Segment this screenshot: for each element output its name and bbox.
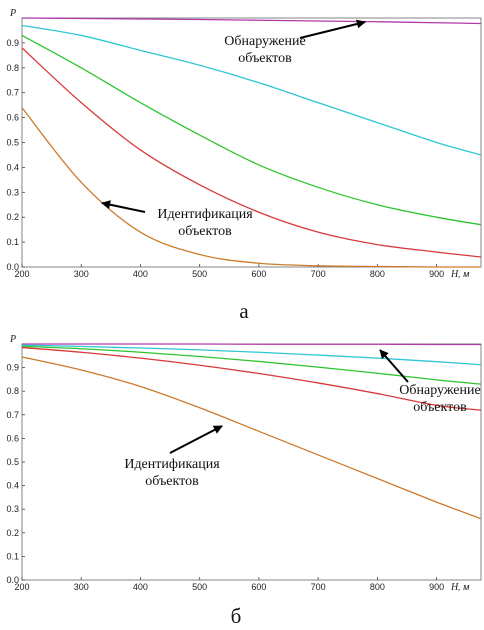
y-axis-label: P [9, 8, 16, 19]
panel-caption: а [239, 299, 249, 323]
x-tick-label: 300 [74, 269, 89, 279]
x-tick-label: 500 [192, 269, 207, 279]
annotation-arrow [169, 425, 223, 454]
chart-panel-a: 200 300 400 500 600 700 800 900 0.0 0.1 0.2 0.3 0.4 0… [6, 8, 482, 323]
series-line [21, 345, 482, 385]
annotation-arrow [379, 349, 409, 383]
x-tick-label: 400 [133, 269, 148, 279]
annotation-text: Идентификация [124, 457, 220, 472]
x-tick-label: 300 [74, 582, 89, 592]
x-axis-unit: , м [458, 269, 469, 279]
series-line [21, 34, 482, 226]
x-tick-label: 500 [192, 582, 207, 592]
x-tick-label: 800 [370, 582, 385, 592]
plot-frame [21, 343, 482, 581]
annotation-text: объектов [178, 224, 232, 239]
x-tick-label: 800 [370, 269, 385, 279]
y-tick-label: 0.5 [6, 457, 19, 467]
y-tick-label: 0.2 [6, 212, 19, 222]
y-tick-label: 0.0 [6, 575, 19, 585]
series-line [21, 47, 482, 258]
y-tick-label: 0.6 [6, 113, 19, 123]
y-tick-label: 0.7 [6, 88, 19, 98]
annotation-text: Обнаружение [399, 383, 480, 398]
y-tick-label: 0.1 [6, 237, 19, 247]
x-tick-label: 600 [251, 269, 266, 279]
series-line [21, 356, 482, 520]
y-tick-label: 0.8 [6, 386, 19, 396]
annotation-text: объектов [238, 51, 292, 66]
annotation-arrow [101, 200, 146, 213]
x-tick-label: 900 [429, 582, 444, 592]
series-line [21, 343, 482, 346]
series-line [21, 24, 482, 156]
y-tick-label: 0.9 [6, 38, 19, 48]
annotation-text: Идентификация [157, 207, 253, 222]
annotation-text: Обнаружение [224, 34, 305, 49]
x-tick-label: 700 [311, 582, 326, 592]
x-tick-label: 600 [251, 582, 266, 592]
y-tick-label: 0.7 [6, 410, 19, 420]
series-line [21, 17, 482, 25]
x-tick-label: 700 [311, 269, 326, 279]
y-tick-label: 0.3 [6, 187, 19, 197]
annotation-text: объектов [413, 400, 467, 415]
x-tick-label: 400 [133, 582, 148, 592]
y-tick-label: 0.9 [6, 363, 19, 373]
x-axis-label: H, м [450, 582, 469, 593]
series-line [21, 107, 482, 268]
x-tick-label: 900 [429, 269, 444, 279]
y-tick-label: 0.6 [6, 433, 19, 443]
x-axis-label: H, м [450, 269, 469, 280]
y-tick-label: 0.5 [6, 138, 19, 148]
chart-panel-b: 200 300 400 500 600 700 800 900 0.0 0.1 0.2 0.3 0.4 0… [6, 334, 482, 628]
annotation-text: объектов [145, 474, 199, 489]
panel-caption: б [231, 604, 242, 628]
annotation-arrow [299, 19, 366, 39]
y-axis-label: P [9, 334, 16, 345]
x-tick-label: 200 [14, 269, 29, 279]
series-line [21, 346, 482, 411]
y-tick-label: 0.0 [6, 262, 19, 272]
y-tick-label: 0.3 [6, 504, 19, 514]
y-tick-label: 0.4 [6, 162, 19, 172]
x-axis-unit: , м [458, 582, 469, 592]
y-tick-label: 0.1 [6, 551, 19, 561]
series-line [21, 344, 482, 366]
y-tick-label: 0.8 [6, 63, 19, 73]
y-tick-label: 0.4 [6, 481, 19, 491]
y-tick-label: 0.2 [6, 528, 19, 538]
x-tick-label: 200 [14, 582, 29, 592]
